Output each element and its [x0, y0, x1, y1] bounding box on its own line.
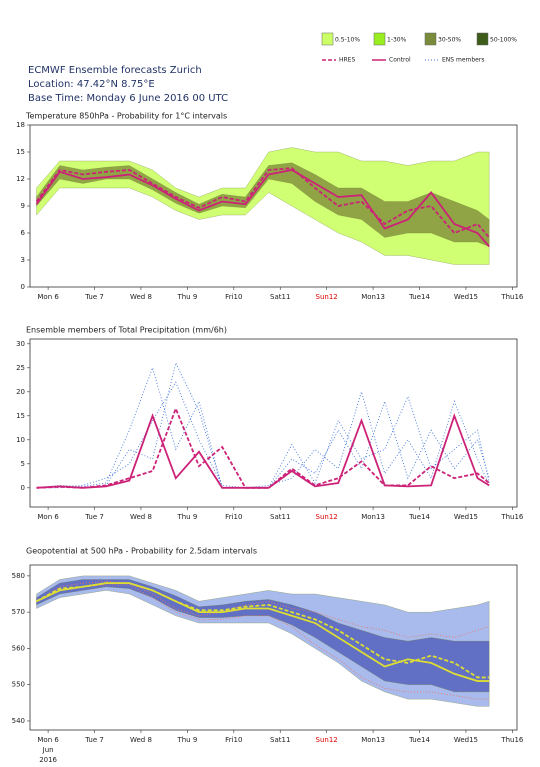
series-line — [36, 406, 490, 489]
x-tick-label: Thu 9 — [176, 736, 197, 744]
x-tick-label: Thu16 — [500, 513, 524, 521]
series-line — [35, 169, 490, 248]
x-tick-label: Thu16 — [500, 293, 524, 301]
legend-label: HRES — [339, 57, 355, 64]
x-tick-label: Mon13 — [361, 736, 385, 744]
x-tick-label: Wed 8 — [130, 513, 152, 521]
x-tick-label: Mon 6 — [37, 293, 59, 301]
y-tick-label: 0 — [21, 283, 25, 291]
y-tick-label: 540 — [12, 717, 25, 725]
y-tick-label: 580 — [12, 572, 25, 580]
x-tick-label: Mon13 — [361, 293, 385, 301]
x-sublabel: Jun — [42, 746, 54, 754]
location: Location: 47.42°N 8.75°E — [28, 79, 155, 90]
legend-swatch — [321, 32, 334, 46]
legend-label: 30-50% — [438, 37, 461, 44]
x-tick-label: Wed15 — [454, 736, 478, 744]
x-tick-label: Fri10 — [225, 513, 242, 521]
x-tick-label: Sat11 — [270, 736, 290, 744]
x-sublabel: 2016 — [39, 756, 57, 763]
x-tick-label: Tue14 — [408, 513, 430, 521]
series-line — [36, 361, 490, 489]
x-tick-label: Tue 7 — [84, 736, 104, 744]
title: ECMWF Ensemble forecasts Zurich — [28, 65, 202, 76]
x-tick-label: Tue14 — [408, 293, 430, 301]
y-tick-label: 10 — [16, 436, 25, 444]
base-time: Base Time: Monday 6 June 2016 00 UTC — [28, 93, 228, 104]
x-tick-label: Tue 7 — [84, 513, 104, 521]
y-tick-label: 12 — [16, 175, 25, 183]
plot-frame — [29, 564, 518, 731]
y-tick-label: 30 — [16, 340, 25, 348]
x-tick-label: Tue 7 — [84, 293, 104, 301]
x-tick-label: Sun12 — [316, 293, 338, 301]
legend-label: 0.5-10% — [335, 37, 360, 44]
probability-band — [36, 579, 490, 693]
x-tick-label: Mon13 — [361, 513, 385, 521]
x-tick-label: Sat11 — [270, 293, 290, 301]
x-tick-label: Mon 6 — [37, 513, 59, 521]
x-tick-label: Thu 9 — [176, 513, 197, 521]
y-tick-label: 6 — [21, 229, 26, 237]
legend-swatch — [424, 32, 437, 46]
series-line — [36, 580, 490, 638]
series-line — [36, 381, 490, 489]
series-line — [36, 584, 490, 700]
y-tick-label: 5 — [21, 460, 25, 468]
legend-label: ENS members — [442, 57, 484, 64]
x-tick-label: Wed15 — [454, 293, 478, 301]
legend-swatch — [476, 32, 489, 46]
legend-swatch — [373, 32, 386, 46]
y-tick-label: 15 — [16, 412, 25, 420]
x-tick-label: Wed 8 — [130, 293, 152, 301]
y-tick-label: 9 — [21, 202, 25, 210]
y-tick-label: 3 — [21, 256, 25, 264]
series-line — [36, 582, 490, 682]
series-line — [36, 413, 490, 489]
y-tick-label: 20 — [16, 388, 25, 396]
x-tick-label: Wed 8 — [130, 736, 152, 744]
y-tick-label: 570 — [12, 608, 25, 616]
chart-title: Ensemble members of Total Precipitation … — [26, 326, 227, 335]
y-tick-label: 15 — [16, 148, 25, 156]
x-tick-label: Tue14 — [408, 736, 430, 744]
x-tick-label: Sun12 — [316, 513, 338, 521]
chart-title: Temperature 850hPa - Probability for 1°C… — [25, 112, 227, 121]
x-tick-label: Sat11 — [270, 513, 290, 521]
y-tick-label: 25 — [16, 364, 25, 372]
series-line — [35, 167, 490, 239]
legend-label: Control — [389, 57, 411, 64]
x-tick-label: Thu16 — [500, 736, 524, 744]
legend-label: 50-100% — [490, 37, 517, 44]
x-tick-label: Fri10 — [225, 293, 242, 301]
x-tick-label: Mon 6 — [37, 736, 59, 744]
legend-label: 1-30% — [387, 37, 407, 44]
y-tick-label: 560 — [12, 644, 25, 652]
probability-band — [36, 147, 490, 265]
y-tick-label: 0 — [21, 484, 25, 492]
series-line — [36, 366, 490, 489]
chart-title: Geopotential at 500 hPa - Probability fo… — [26, 547, 257, 556]
plot-frame — [29, 338, 518, 508]
x-tick-label: Sun12 — [316, 736, 338, 744]
y-tick-label: 550 — [12, 681, 25, 689]
y-tick-label: 18 — [16, 121, 25, 129]
x-tick-label: Fri10 — [225, 736, 242, 744]
x-tick-label: Wed15 — [454, 513, 478, 521]
x-tick-label: Thu 9 — [176, 293, 197, 301]
